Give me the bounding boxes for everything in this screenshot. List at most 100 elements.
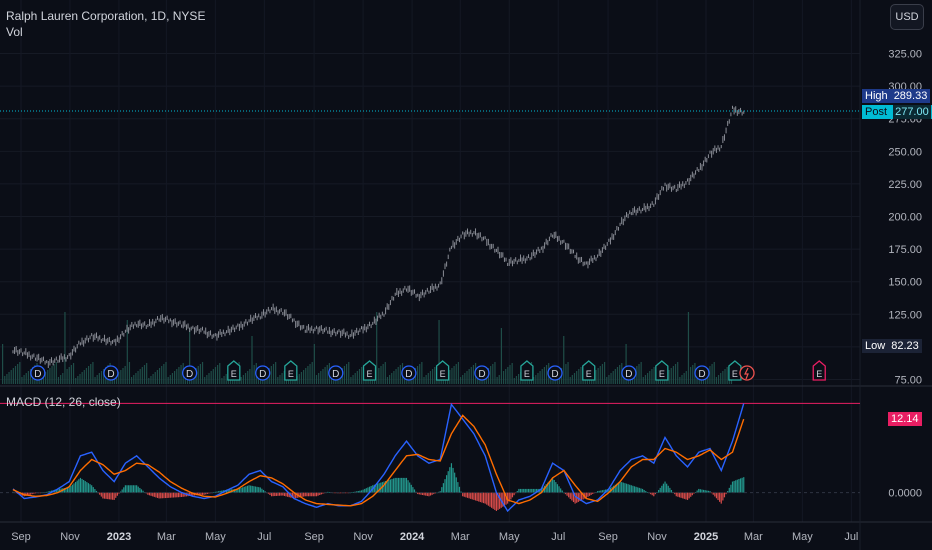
histogram-bar bbox=[473, 492, 475, 500]
time-tick-label: Jul bbox=[257, 531, 271, 543]
histogram-bar bbox=[118, 492, 120, 494]
volume-bar bbox=[690, 367, 692, 384]
macd-tick-label: 0.0000 bbox=[888, 488, 922, 500]
volume-bar bbox=[212, 369, 214, 384]
time-tick-label: Nov bbox=[647, 531, 667, 543]
histogram-bar bbox=[189, 492, 191, 496]
histogram-bar bbox=[688, 492, 690, 499]
volume-bar bbox=[612, 371, 614, 384]
histogram-bar bbox=[580, 492, 583, 501]
volume-bar bbox=[687, 312, 690, 384]
histogram-bar bbox=[397, 477, 400, 493]
histogram-bar bbox=[527, 488, 530, 493]
histogram-bar bbox=[312, 492, 314, 497]
histogram-bar bbox=[598, 490, 600, 493]
histogram-bar bbox=[184, 492, 186, 497]
histogram-bar bbox=[280, 492, 282, 496]
volume-bar bbox=[322, 369, 324, 384]
volume-bar bbox=[726, 367, 728, 384]
volume-bar bbox=[423, 377, 425, 384]
histogram-bar bbox=[577, 492, 579, 502]
histogram-bar bbox=[449, 467, 451, 493]
histogram-bar bbox=[523, 488, 525, 493]
volume-bar bbox=[83, 370, 85, 384]
volume-bar bbox=[709, 366, 711, 384]
histogram-bar bbox=[736, 479, 738, 493]
volume-bar bbox=[470, 367, 472, 384]
histogram-bar bbox=[176, 492, 178, 498]
volume-bar bbox=[242, 375, 244, 384]
histogram-bar bbox=[423, 492, 425, 496]
volume-bar bbox=[225, 374, 227, 384]
histogram-bar bbox=[205, 492, 207, 495]
histogram-bar bbox=[41, 492, 43, 494]
histogram-bar bbox=[346, 492, 348, 494]
volume-bar bbox=[141, 367, 143, 384]
volume-bar bbox=[711, 364, 713, 384]
volume-bar bbox=[580, 367, 582, 384]
histogram-bar bbox=[301, 492, 303, 497]
time-tick-label: 2024 bbox=[400, 531, 425, 543]
volume-bar bbox=[318, 373, 320, 384]
volume-bar bbox=[223, 376, 225, 384]
volume-bar bbox=[571, 375, 573, 384]
histogram-bar bbox=[531, 488, 533, 493]
histogram-bar bbox=[444, 479, 446, 493]
volume-bar bbox=[677, 362, 679, 384]
histogram-bar bbox=[367, 487, 369, 493]
volume-bar bbox=[219, 363, 221, 384]
volume-bar bbox=[25, 373, 27, 384]
histogram-bar bbox=[123, 487, 125, 493]
volume-bar bbox=[720, 373, 722, 384]
volume-bar bbox=[537, 373, 539, 384]
volume-bar bbox=[57, 377, 60, 384]
dividend-icon bbox=[621, 365, 637, 381]
volume-bar bbox=[184, 378, 186, 384]
volume-bar bbox=[569, 377, 571, 384]
volume-bar bbox=[113, 376, 115, 384]
histogram-bar bbox=[55, 489, 57, 493]
volume-bar bbox=[201, 362, 204, 384]
volume-bar bbox=[397, 367, 399, 384]
histogram-bar bbox=[291, 492, 294, 499]
histogram-bar bbox=[490, 492, 493, 508]
histogram-bar bbox=[582, 492, 584, 500]
histogram-bar bbox=[201, 492, 204, 495]
histogram-bar bbox=[115, 492, 117, 498]
histogram-bar bbox=[131, 485, 133, 493]
volume-bar bbox=[330, 378, 333, 384]
volume-bar bbox=[8, 372, 10, 384]
volume-bar bbox=[214, 367, 217, 384]
post-price-tag: Post 277.00 bbox=[862, 105, 932, 119]
histogram-bar bbox=[156, 492, 159, 498]
histogram-bar bbox=[328, 492, 330, 493]
histogram-bar bbox=[450, 463, 453, 493]
volume-bar bbox=[395, 369, 397, 384]
histogram-bar bbox=[694, 492, 697, 493]
volume-bar bbox=[199, 364, 201, 384]
volume-bar bbox=[217, 365, 219, 384]
histogram-bar bbox=[495, 492, 498, 511]
volume-bar bbox=[539, 371, 541, 384]
low-value: 82.23 bbox=[891, 340, 919, 352]
histogram-bar bbox=[470, 492, 472, 499]
histogram-bar bbox=[649, 492, 652, 495]
volume-bar bbox=[440, 378, 442, 384]
histogram-bar bbox=[92, 487, 94, 493]
dividend-icon bbox=[474, 365, 490, 381]
histogram-bar bbox=[656, 492, 658, 493]
histogram-bar bbox=[110, 492, 112, 500]
histogram-bar bbox=[304, 492, 306, 497]
volume-bar bbox=[466, 371, 468, 384]
histogram-bar bbox=[219, 490, 221, 493]
currency-button[interactable]: USD bbox=[890, 4, 924, 30]
histogram-bar bbox=[153, 492, 155, 497]
histogram-bar bbox=[596, 491, 599, 493]
volume-bar bbox=[49, 368, 51, 384]
histogram-bar bbox=[547, 482, 549, 493]
histogram-bar bbox=[436, 492, 438, 494]
histogram-bar bbox=[245, 486, 247, 493]
histogram-bar bbox=[743, 477, 745, 493]
time-tick-label: Mar bbox=[744, 531, 763, 543]
